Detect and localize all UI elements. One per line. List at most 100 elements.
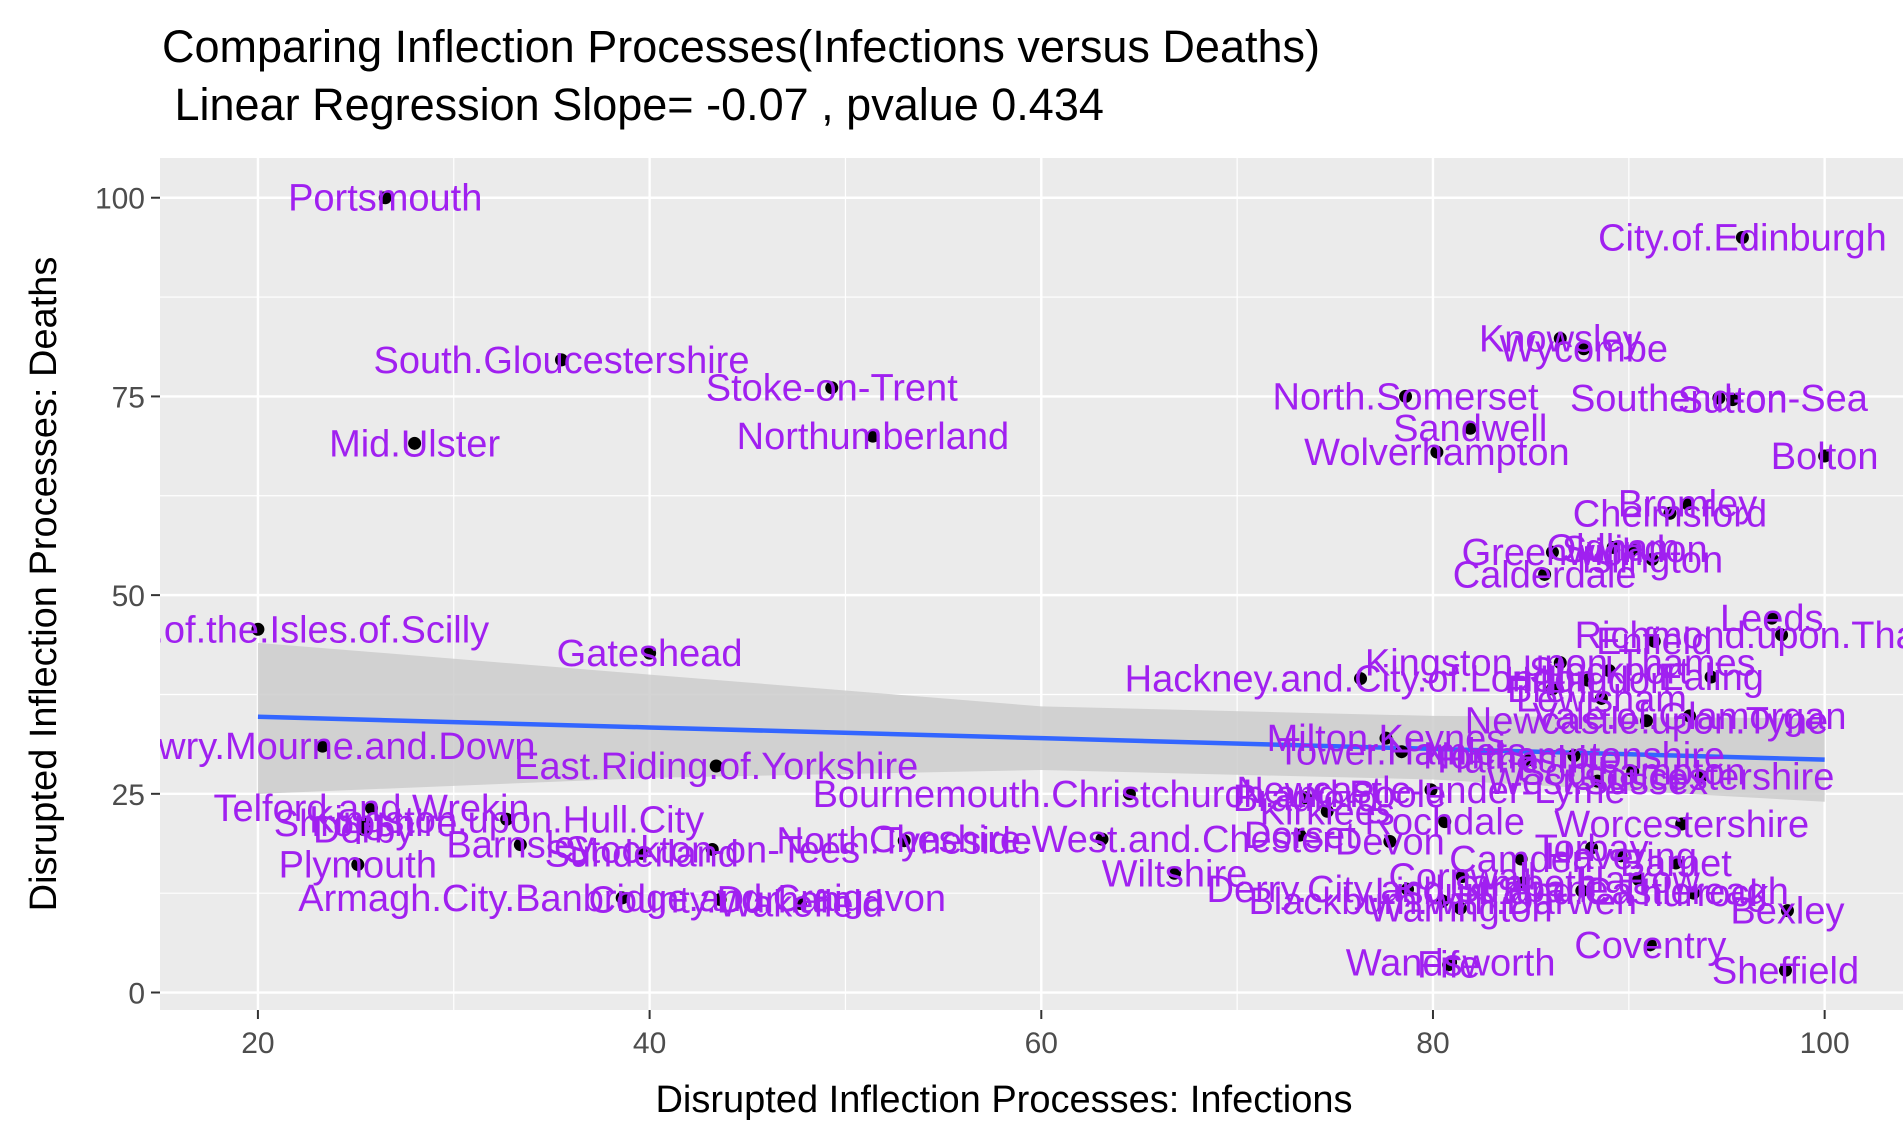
point-label: Shropshire [274,803,458,845]
point-label: Kingston.upon.Thames [1365,643,1756,685]
point-label: Newcastle.upon.Tyne [1465,701,1828,743]
data-point [408,436,422,450]
data-point [1704,670,1718,684]
data-point [1585,841,1599,855]
data-point [1632,873,1646,887]
point-label: Hillingdon [1504,660,1671,702]
point-label: Warrington [1368,888,1552,930]
data-point [1438,815,1452,829]
point-label: Sheffield [1712,950,1859,992]
data-point [1581,673,1595,687]
point-label: Islington [1582,539,1724,581]
point-label: Harrow [1577,860,1700,902]
major-gridlines [160,158,1903,1010]
data-point [1614,849,1628,863]
point-label: Hackney.and.City.of.London [1125,659,1597,701]
data-point [615,891,629,905]
data-point [1095,832,1109,846]
point-label: Bournemouth.Christchurch.and.Poole [813,774,1447,816]
data-point [1395,745,1409,759]
data-point [1683,709,1697,723]
data-point [1167,866,1181,880]
data-point [635,846,649,860]
point-label: Cheshire.West.and.Chester [869,819,1335,861]
y-tick-label: 75 [112,381,145,414]
point-label: Lambeth [1449,863,1597,905]
point-label: Sutton [1678,380,1788,422]
data-point [1639,714,1653,728]
minor-gridlines [160,158,1903,1010]
data-point [713,893,727,907]
data-point [1675,817,1689,831]
data-point [365,801,379,815]
point-label: Armagh.City.Banbridge.and.Craigavon [298,878,946,920]
point-label: County.Durham [588,880,851,922]
point-label: Vale.of.Glamorgan [1533,696,1847,738]
point-label: City.of.Edinburgh [1598,217,1887,259]
data-point [1735,230,1749,244]
data-point [897,834,911,848]
point-label: Stoke-on-Trent [706,368,958,410]
point-label: Kingston.upon.Hull.City [309,799,704,841]
x-tick-label: 60 [1025,1027,1058,1060]
point-label: Thurrock [1618,873,1769,915]
data-point [1669,856,1683,870]
y-tick-label: 100 [95,183,145,216]
data-point [1602,664,1616,678]
point-label: Leeds [1720,598,1824,640]
data-point [316,739,330,753]
data-point [1643,938,1657,952]
point-label: Milton.Keynes [1267,718,1506,760]
point-label: Tower.Hamlets [1277,732,1526,774]
data-point [705,842,719,856]
point-label: Chelmsford [1573,493,1767,535]
point-label: Stockton-on-Tees [564,829,860,871]
data-point [1594,691,1608,705]
data-point [1712,391,1726,405]
data-point [825,381,839,395]
point-label: Sunderland [545,833,739,875]
point-label: Brent [1507,669,1598,711]
data-point [1681,497,1695,511]
data-point [1522,753,1536,767]
point-labels: Portsmouth City.of.Edinburgh KnowsleyWycom… [110,178,1903,993]
point-label: Derby [313,810,414,852]
point-label: Oldham [1547,527,1680,569]
point-label: Camden [1449,839,1593,881]
point-label: Newry.Mourne.and.Down [110,726,536,768]
point-label: Havering [1545,836,1697,878]
y-tick-label: 25 [112,779,145,812]
data-point [1575,884,1589,898]
data-point [351,858,365,872]
point-label: Richmond.upon.Thames [1575,615,1903,657]
point-label: Lisburn.and.Castlereagh [1375,871,1789,913]
data-point [1726,393,1740,407]
regression-line [257,714,1825,762]
point-label: Southampton [1520,752,1746,794]
point-label: Derry.City.and.Strabane [1207,869,1609,911]
data-point [1442,958,1456,972]
data-point [1401,882,1415,896]
point-label: Wakefield [718,884,883,926]
point-label: East.Riding.of.Yorkshire [514,746,918,788]
x-tick-label: 80 [1416,1027,1449,1060]
point-label: Blackburn.with.Darwen [1248,881,1637,923]
x-tick-label: 20 [241,1027,274,1060]
data-point [554,353,568,367]
point-label: Northamptonshire [1423,736,1725,778]
point-label: Swindon [1562,529,1708,571]
x-axis-title: Disrupted Inflection Processes: Infectio… [655,1079,1352,1121]
y-tick-label: 0 [128,978,145,1011]
data-point [1320,804,1334,818]
point-label: South.Gloucestershire [373,340,749,382]
point-label: Plymouth [279,845,437,887]
point-label: Rochdale [1364,802,1525,844]
data-point [1778,963,1792,977]
data-point [1626,765,1640,779]
data-point [1663,506,1677,520]
data-point [1293,828,1307,842]
point-label: Sandwell [1393,408,1547,450]
point-label: Bolton [1771,436,1879,478]
point-label: Bradford [1233,778,1379,820]
data-point [1645,552,1659,566]
